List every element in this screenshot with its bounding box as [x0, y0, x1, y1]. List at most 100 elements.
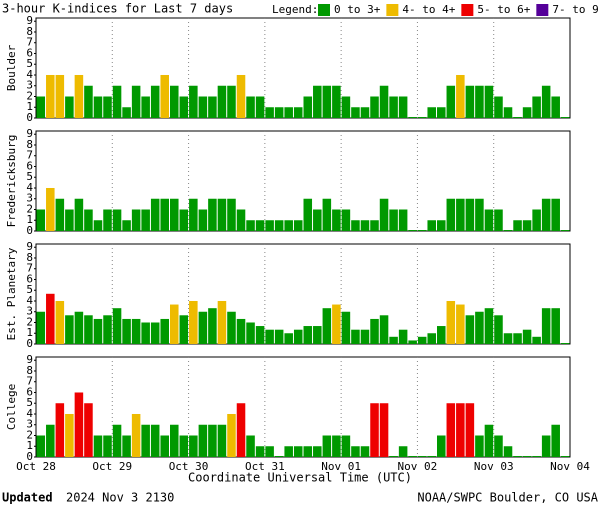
bar	[265, 107, 274, 118]
bar	[246, 322, 255, 344]
y-tick-label: 4	[26, 294, 33, 307]
bar	[284, 107, 293, 118]
x-tick-label: Nov 03	[474, 460, 514, 473]
bar	[303, 446, 313, 457]
bar	[560, 343, 570, 344]
bar	[446, 85, 456, 118]
bar	[541, 435, 551, 457]
bar	[551, 96, 560, 118]
bar	[522, 107, 532, 118]
bar	[456, 403, 465, 457]
bar	[217, 198, 227, 231]
y-tick-label: 4	[26, 181, 33, 194]
bar	[370, 96, 379, 118]
bar	[65, 209, 74, 231]
bar	[456, 304, 465, 344]
bar	[484, 308, 494, 344]
bar	[103, 209, 112, 231]
legend-swatch	[386, 4, 399, 16]
bar	[437, 107, 446, 118]
bar	[503, 333, 513, 344]
bar	[160, 435, 169, 457]
bar	[293, 220, 303, 231]
y-tick-label: 5	[26, 396, 33, 409]
bar	[246, 435, 255, 457]
bar	[46, 74, 55, 118]
bar	[551, 198, 560, 231]
bar	[370, 403, 379, 457]
bar	[284, 446, 293, 457]
y-tick-label: 2	[26, 202, 33, 215]
bar	[112, 209, 122, 231]
plot-frame	[35, 130, 571, 232]
bar	[170, 304, 179, 344]
bar	[351, 220, 360, 231]
bar	[417, 336, 427, 344]
y-tick-label: 7	[26, 36, 33, 49]
y-tick-label: 7	[26, 375, 33, 388]
bar	[189, 300, 198, 344]
bar	[398, 446, 408, 457]
updated-label: Updated	[2, 491, 53, 505]
bar	[74, 74, 84, 118]
y-tick-label: 0	[26, 224, 33, 237]
bar	[313, 326, 322, 344]
bar	[437, 326, 446, 344]
legend-swatch	[536, 4, 549, 16]
legend-label: 4- to 4+	[402, 3, 455, 16]
bar	[513, 220, 522, 231]
bar	[93, 220, 103, 231]
bar	[150, 85, 160, 118]
bar	[131, 85, 141, 118]
bar	[293, 329, 303, 344]
bar	[408, 340, 417, 344]
bar	[112, 424, 122, 457]
bar	[379, 315, 389, 344]
bar	[217, 424, 227, 457]
bar	[55, 403, 65, 457]
bar	[389, 209, 398, 231]
bar	[379, 198, 389, 231]
y-tick-label: 1	[26, 213, 33, 226]
y-axis-title: Est. Planetary	[5, 247, 18, 340]
bar	[198, 96, 208, 118]
bar	[522, 456, 532, 457]
x-tick-label: Oct 29	[92, 460, 132, 473]
bar	[236, 209, 246, 231]
bar	[122, 220, 131, 231]
bar	[65, 315, 74, 344]
bar	[408, 456, 417, 457]
bar	[351, 107, 360, 118]
bar	[322, 85, 332, 118]
y-tick-label: 4	[26, 68, 33, 81]
y-tick-label: 5	[26, 170, 33, 183]
bar	[131, 413, 141, 457]
x-tick-label: Nov 04	[550, 460, 590, 473]
bar	[427, 456, 436, 457]
bar	[446, 198, 456, 231]
bar	[265, 220, 274, 231]
bar	[74, 392, 84, 457]
bar	[189, 435, 198, 457]
bar	[503, 230, 513, 231]
bar	[246, 220, 255, 231]
y-tick-label: 2	[26, 428, 33, 441]
bar	[179, 209, 189, 231]
y-tick-label: 9	[26, 127, 33, 140]
bar	[141, 322, 150, 344]
bar	[532, 336, 541, 344]
bar	[332, 304, 341, 344]
bar	[293, 107, 303, 118]
y-tick-label: 1	[26, 439, 33, 452]
bar	[103, 96, 112, 118]
legend-label: 7- to 9	[552, 3, 598, 16]
bar	[398, 96, 408, 118]
y-tick-label: 6	[26, 385, 33, 398]
bar	[160, 74, 169, 118]
bar	[322, 308, 332, 344]
bar	[456, 198, 465, 231]
bar	[341, 311, 351, 344]
chart-title: 3-hour K-indices for Last 7 days	[2, 2, 233, 16]
legend-swatch	[318, 4, 330, 16]
bar	[427, 107, 436, 118]
